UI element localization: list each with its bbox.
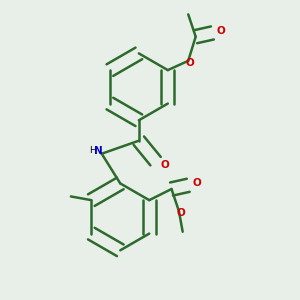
Text: O: O — [216, 26, 225, 36]
Text: H: H — [89, 146, 96, 155]
Text: O: O — [160, 160, 169, 170]
Text: O: O — [176, 208, 185, 218]
Text: O: O — [186, 58, 194, 68]
Text: O: O — [192, 178, 201, 188]
Text: N: N — [94, 146, 103, 156]
